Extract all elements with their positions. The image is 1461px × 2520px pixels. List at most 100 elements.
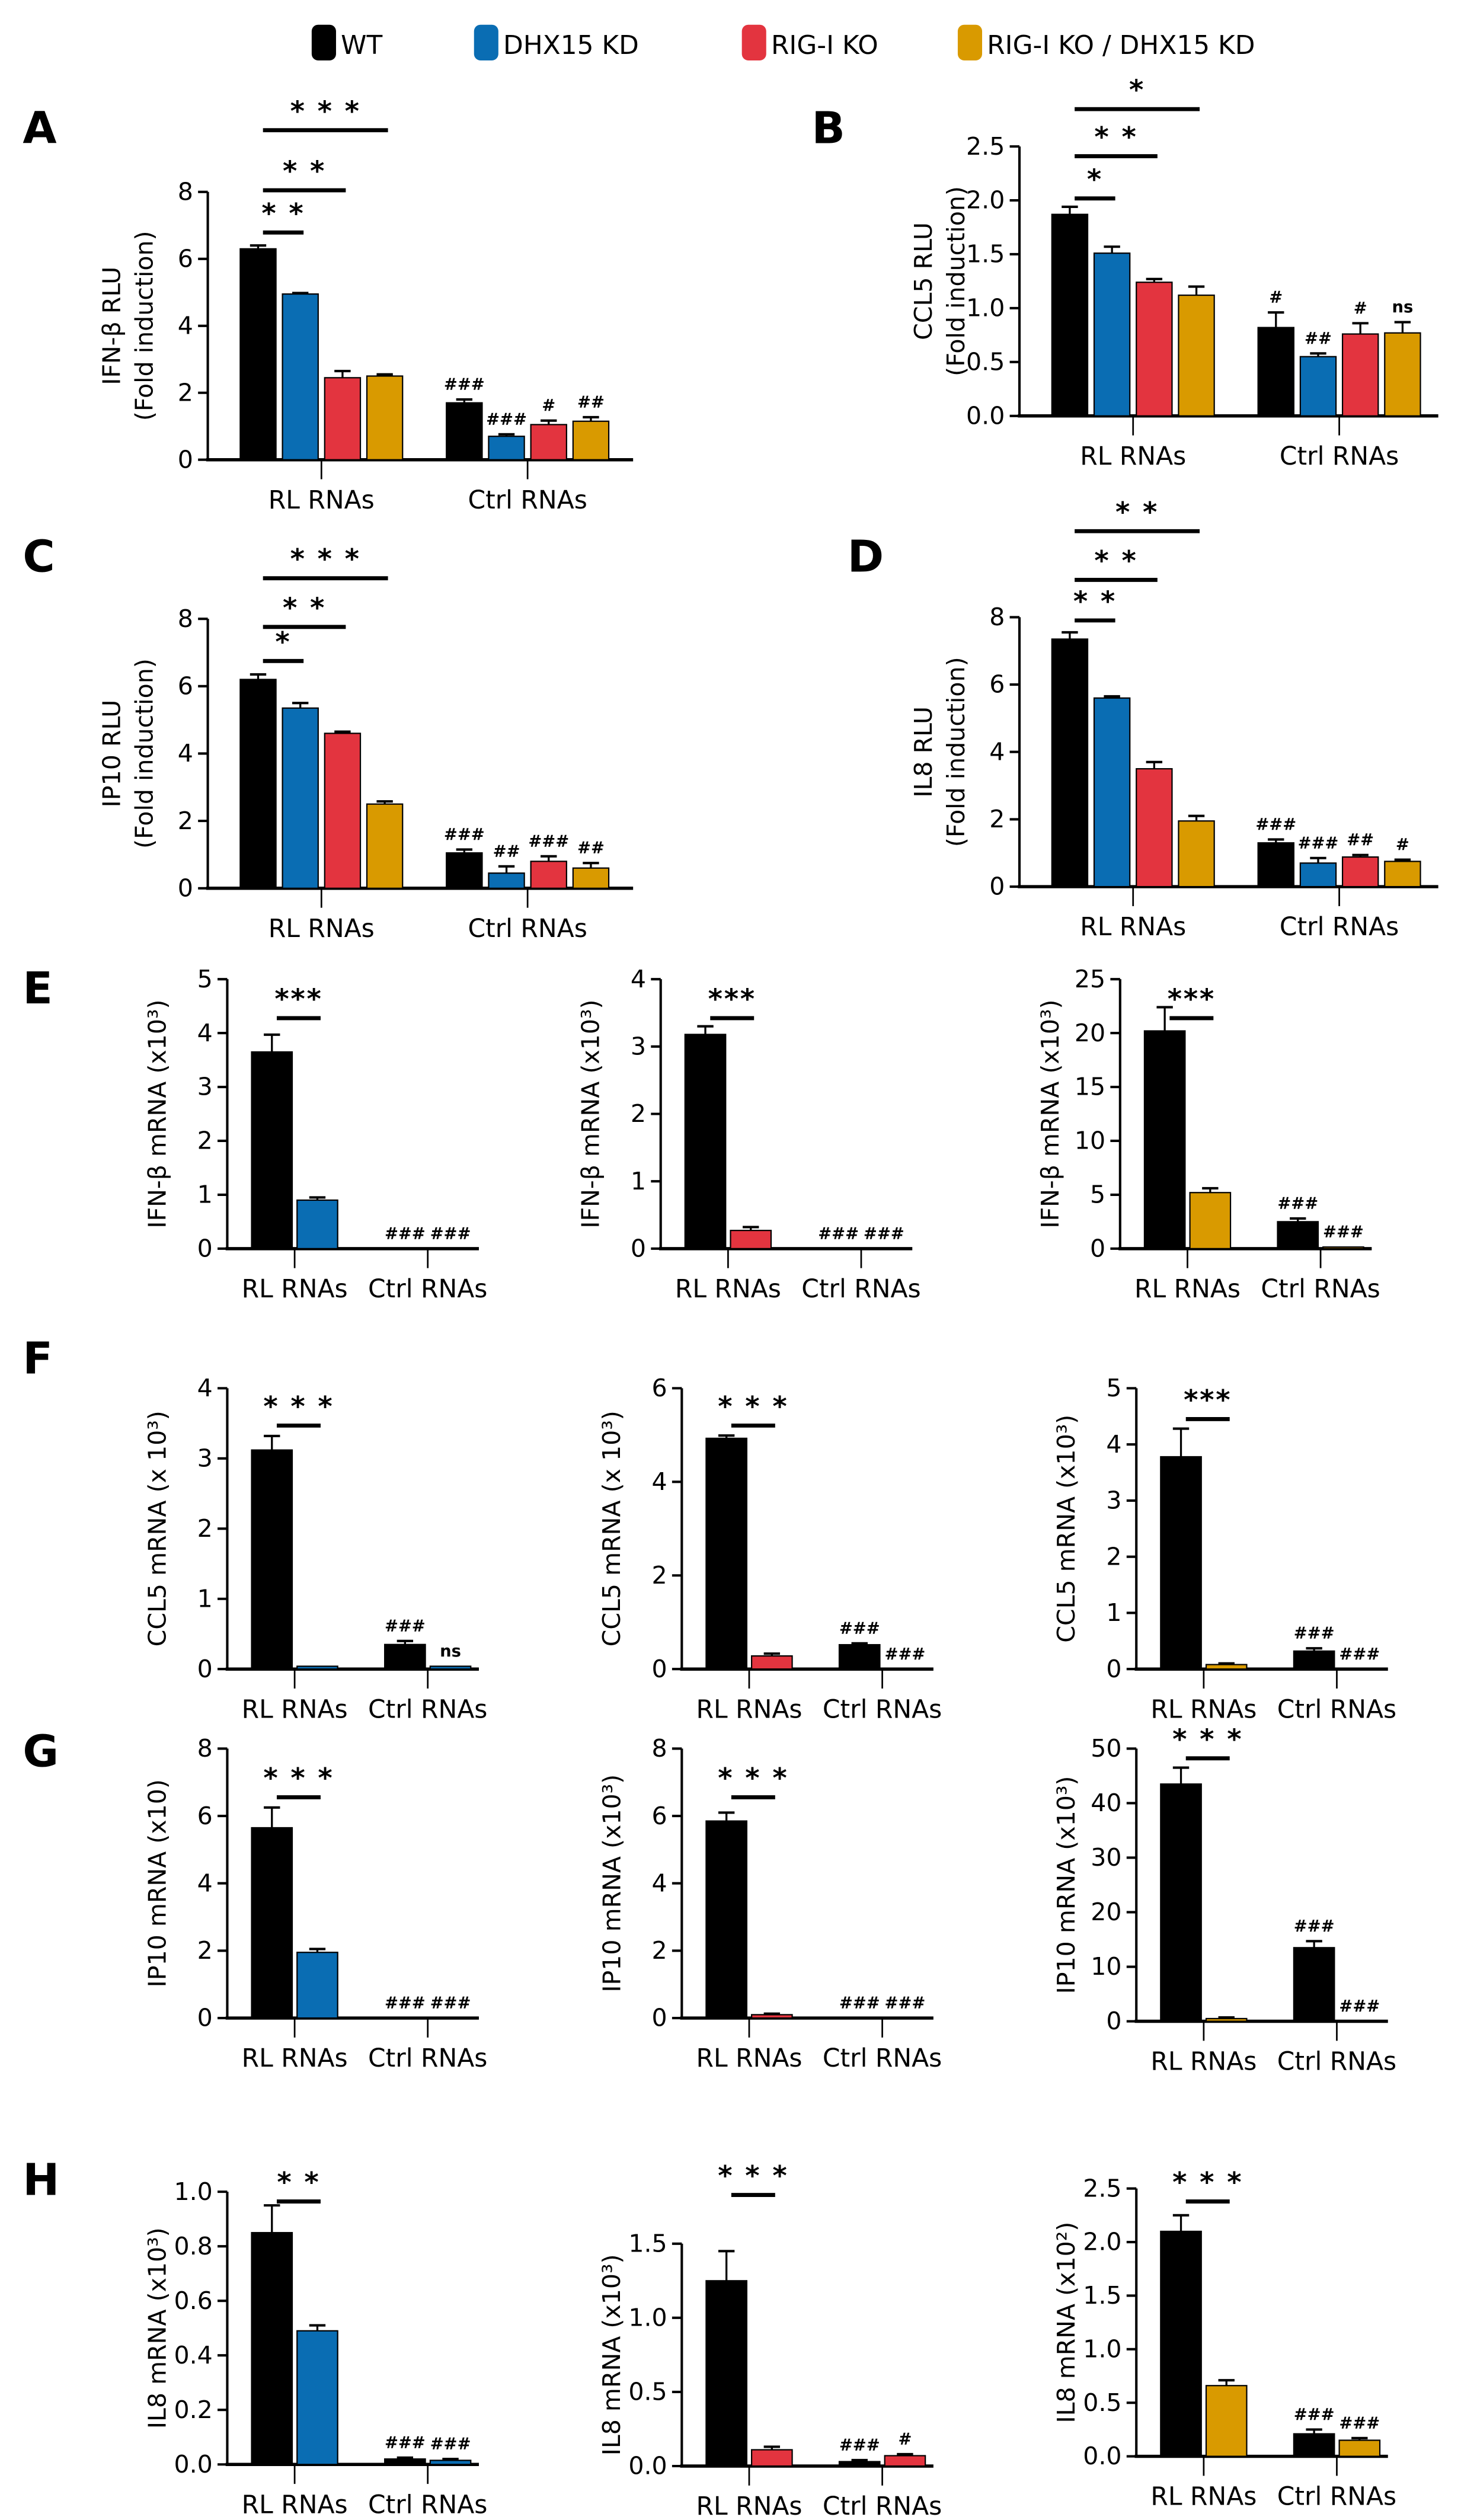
bar-dbl bbox=[1205, 1664, 1248, 1670]
legend: WT DHX15 KD RIG-I KO RIG-I KO / DHX15 KD bbox=[311, 24, 1255, 60]
y-tick-label: 5 bbox=[1090, 1181, 1105, 1209]
significance-mark: ### bbox=[1294, 1624, 1335, 1643]
significance-mark: ### bbox=[885, 1994, 926, 2013]
significance-mark: ## bbox=[577, 394, 605, 412]
y-tick-label: 2.0 bbox=[966, 186, 1005, 215]
significance-mark: ### bbox=[444, 376, 485, 394]
bar-wt bbox=[251, 1827, 293, 2019]
bar-dhx bbox=[488, 436, 525, 460]
legend-swatch-dhx bbox=[474, 24, 498, 60]
bar-wt bbox=[384, 1643, 426, 1670]
bar-dhx bbox=[282, 293, 319, 460]
y-tick-label: 0 bbox=[197, 1655, 213, 1683]
x-group-label: RL RNAs bbox=[268, 486, 375, 515]
y-axis-label: IP10 mRNA (x10) bbox=[143, 1779, 171, 1987]
significance-mark: ## bbox=[493, 842, 520, 861]
bar-dhx bbox=[429, 1665, 472, 1670]
significance-mark: ### bbox=[839, 1619, 880, 1638]
bar-rig bbox=[751, 2014, 793, 2019]
y-tick-label: 0.5 bbox=[1083, 2388, 1121, 2417]
y-axis-label: (Fold induction) bbox=[942, 657, 970, 847]
panel-letter: G bbox=[23, 1726, 59, 1777]
y-tick-label: 20 bbox=[1075, 1019, 1105, 1047]
bar-dhx bbox=[296, 1952, 338, 2019]
y-axis-label: IL8 RLU bbox=[909, 706, 938, 798]
significance-label: * * * bbox=[718, 2160, 788, 2192]
y-tick-label: 0 bbox=[197, 1235, 213, 1263]
x-group-label: Ctrl RNAs bbox=[1280, 913, 1399, 942]
y-tick-label: 0 bbox=[197, 2004, 213, 2032]
x-group-label: RL RNAs bbox=[696, 1695, 802, 1724]
x-group-label: Ctrl RNAs bbox=[368, 2490, 487, 2519]
y-tick-label: 1 bbox=[197, 1181, 213, 1209]
y-tick-label: 8 bbox=[178, 605, 193, 633]
y-tick-label: 0.0 bbox=[1083, 2442, 1121, 2470]
panel-f2: 0 2 4 6 CCL5 mRNA (x 10³) RL RNAs Ctrl RNAs ###… bbox=[597, 1374, 942, 1724]
y-tick-label: 4 bbox=[178, 311, 193, 340]
significance-label: *** bbox=[708, 983, 756, 1015]
significance-mark: # bbox=[1396, 836, 1409, 854]
x-group-label: Ctrl RNAs bbox=[823, 2044, 942, 2073]
y-tick-label: 0 bbox=[631, 1235, 646, 1263]
significance-mark: ### bbox=[528, 832, 569, 850]
y-tick-label: 0.0 bbox=[174, 2450, 212, 2479]
bar-dhx bbox=[296, 2330, 338, 2465]
y-tick-label: 8 bbox=[989, 603, 1005, 631]
x-group-label: Ctrl RNAs bbox=[1277, 1695, 1396, 1724]
significance-mark: # bbox=[542, 396, 555, 415]
significance-label: * bbox=[275, 626, 291, 658]
y-tick-label: 4 bbox=[197, 1869, 213, 1897]
x-group-label: Ctrl RNAs bbox=[468, 486, 587, 515]
significance-mark: ### bbox=[1294, 1917, 1335, 1936]
y-tick-label: 30 bbox=[1091, 1843, 1121, 1872]
y-tick-label: 0 bbox=[1106, 2007, 1121, 2035]
y-tick-label: 6 bbox=[178, 244, 193, 273]
y-tick-label: 8 bbox=[178, 178, 193, 206]
y-axis-label: (Fold induction) bbox=[942, 186, 970, 376]
legend-swatch-dbl bbox=[957, 24, 983, 60]
significance-mark: ### bbox=[1298, 834, 1339, 852]
significance-mark: ns bbox=[1392, 298, 1414, 316]
bar-rig bbox=[324, 377, 362, 460]
panel-f1: F 0 1 2 3 4 CCL5 mRNA (x 10³) RL RNAs Ctrl RNAs #… bbox=[23, 1333, 487, 1725]
panel-g3: 0 10 20 30 40 50 IP10 mRNA (x10³) RL RNAs Ctrl R… bbox=[1052, 1723, 1396, 2076]
y-tick-label: 4 bbox=[631, 965, 646, 993]
bar-dbl bbox=[1178, 294, 1215, 417]
y-tick-label: 0 bbox=[652, 2004, 667, 2032]
bar-wt bbox=[838, 1644, 881, 1670]
significance-mark: ## bbox=[1347, 831, 1374, 849]
x-group-label: RL RNAs bbox=[242, 1695, 348, 1724]
significance-label: * * * bbox=[718, 1762, 788, 1794]
y-axis-label: IFN-β RLU bbox=[98, 267, 126, 385]
y-tick-label: 0.2 bbox=[174, 2396, 212, 2424]
y-tick-label: 0.0 bbox=[966, 401, 1005, 430]
x-group-label: Ctrl RNAs bbox=[1277, 2483, 1396, 2512]
significance-label: * * * bbox=[290, 95, 361, 127]
x-group-label: RL RNAs bbox=[242, 1275, 348, 1304]
bar-wt bbox=[1143, 1030, 1186, 1249]
y-tick-label: 1 bbox=[197, 1584, 213, 1613]
y-axis-label: IP10 RLU bbox=[98, 700, 126, 808]
y-tick-label: 2 bbox=[197, 1514, 213, 1543]
significance-label: * bbox=[1087, 163, 1103, 195]
significance-label: *** bbox=[1184, 1384, 1232, 1416]
bar-dbl bbox=[1189, 1192, 1232, 1249]
panel-letter: F bbox=[23, 1333, 53, 1384]
bar-wt bbox=[239, 679, 277, 889]
significance-mark: ### bbox=[430, 1994, 471, 2013]
significance-label: * * bbox=[261, 197, 305, 229]
panel-letter: A bbox=[23, 103, 56, 154]
bar-wt bbox=[251, 1051, 293, 1249]
bar-rig bbox=[1136, 282, 1173, 417]
y-axis-label: CCL5 mRNA (x 10³) bbox=[143, 1411, 171, 1646]
bar-rig bbox=[530, 861, 567, 889]
legend-swatch-rig bbox=[741, 24, 766, 60]
bar-rig bbox=[1136, 768, 1173, 888]
bar-dbl bbox=[366, 803, 404, 889]
y-tick-label: 1.5 bbox=[628, 2229, 667, 2257]
y-tick-label: 15 bbox=[1075, 1073, 1105, 1101]
significance-mark: ### bbox=[444, 826, 485, 844]
x-group-label: RL RNAs bbox=[1150, 2483, 1257, 2512]
significance-mark: ### bbox=[1255, 816, 1296, 834]
